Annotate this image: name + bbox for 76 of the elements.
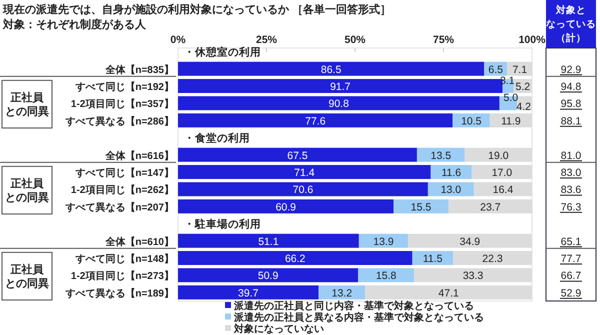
data-label: 71.4 bbox=[294, 167, 315, 179]
text: 88.1 bbox=[560, 115, 582, 128]
data-label: 11.6 bbox=[441, 167, 462, 179]
y-tick-label: すべて同じ【n=147】 bbox=[74, 167, 174, 179]
y-tick-label: すべて同じ【n=192】 bbox=[74, 81, 174, 93]
annotation: ・食堂の利用 bbox=[184, 132, 250, 145]
data-label: 17.0 bbox=[492, 167, 512, 179]
x-tick-label: 25% bbox=[256, 34, 278, 46]
data-label: 15.5 bbox=[410, 201, 432, 214]
data-label: 5.0 bbox=[504, 92, 518, 104]
data-label: 6.5 bbox=[488, 64, 504, 76]
data-label: 11.5 bbox=[422, 253, 443, 265]
x-tick-label: 50% bbox=[344, 34, 366, 46]
legend-label: 対象になっていない bbox=[233, 323, 324, 335]
y-tick-label: すべて異なる【n=207】 bbox=[64, 201, 174, 214]
data-label: 5.2 bbox=[515, 81, 530, 93]
data-label: 4.2 bbox=[516, 101, 532, 114]
text: 83.0 bbox=[560, 167, 582, 179]
text: 52.9 bbox=[560, 287, 582, 300]
text: 94.8 bbox=[560, 81, 582, 93]
data-label: 34.9 bbox=[460, 236, 480, 248]
data-label: 50.9 bbox=[258, 270, 278, 282]
text: 77.7 bbox=[560, 253, 582, 265]
data-label: 22.3 bbox=[482, 253, 503, 265]
y-tick-label: 1-2項目同じ【n=262】 bbox=[70, 184, 174, 196]
text: 正社員との同異 bbox=[5, 263, 49, 290]
text: 81.0 bbox=[560, 150, 582, 162]
annotation: ・休憩室の利用 bbox=[184, 46, 261, 59]
text: 83.6 bbox=[560, 184, 582, 196]
data-label: 39.7 bbox=[238, 287, 259, 300]
y-tick-label: 1-2項目同じ【n=273】 bbox=[70, 270, 174, 282]
data-label: 16.4 bbox=[492, 184, 514, 196]
data-label: 77.6 bbox=[305, 115, 326, 128]
y-tick-label: すべて同じ【n=148】 bbox=[74, 253, 174, 265]
data-label: 66.2 bbox=[284, 253, 306, 265]
text: 76.3 bbox=[560, 201, 582, 214]
y-tick-label: すべて異なる【n=189】 bbox=[64, 287, 174, 300]
legend-label: 派遣先の正社員と異なる内容・基準で対象となっている bbox=[233, 312, 484, 324]
data-label: 67.5 bbox=[287, 150, 308, 162]
data-label: 60.9 bbox=[276, 201, 296, 214]
data-label: 13.5 bbox=[430, 150, 452, 162]
text: 92.9 bbox=[560, 64, 582, 76]
text: 対象となっている（計） bbox=[546, 4, 596, 44]
data-label: 91.7 bbox=[330, 81, 351, 93]
data-label: 33.3 bbox=[462, 270, 484, 282]
text: 95.8 bbox=[560, 98, 582, 110]
text: 66.7 bbox=[560, 270, 582, 282]
data-label: 13.2 bbox=[332, 287, 352, 300]
data-label: 70.6 bbox=[292, 184, 314, 196]
data-label: 86.5 bbox=[320, 64, 342, 76]
y-tick-label: 全体【n=610】 bbox=[104, 236, 174, 248]
text: 正社員との同異 bbox=[5, 177, 49, 204]
data-label: 10.5 bbox=[461, 115, 482, 128]
data-label: 13.9 bbox=[373, 236, 394, 248]
data-label: 51.1 bbox=[258, 236, 279, 248]
data-label: 47.1 bbox=[438, 287, 460, 300]
data-label: 90.8 bbox=[328, 98, 350, 110]
x-tick-label: 100% bbox=[518, 34, 546, 46]
annotation: ・駐車場の利用 bbox=[184, 218, 261, 231]
y-tick-label: すべて異なる【n=286】 bbox=[64, 115, 174, 128]
text: 正社員との同異 bbox=[5, 91, 49, 118]
data-label: 15.8 bbox=[376, 270, 397, 282]
y-tick-label: 全体【n=835】 bbox=[104, 64, 174, 76]
data-label: 23.7 bbox=[480, 201, 501, 214]
x-tick-label: 75% bbox=[432, 34, 455, 46]
legend-label: 派遣先の正社員と同じ内容・基準で対象となっている bbox=[233, 300, 474, 312]
data-label: 19.0 bbox=[488, 150, 509, 162]
chart-title: 現在の派遣先では、自身が施設の利用対象になっているか ［各単一回答形式］ bbox=[2, 3, 392, 16]
data-label: 11.9 bbox=[501, 115, 521, 128]
y-tick-label: 全体【n=616】 bbox=[104, 150, 174, 162]
x-tick-label: 0% bbox=[170, 34, 186, 46]
text: 65.1 bbox=[560, 236, 582, 248]
y-tick-label: 1-2項目同じ【n=357】 bbox=[70, 98, 174, 110]
data-label: 7.1 bbox=[512, 64, 528, 76]
text: 対象：それぞれ制度がある人 bbox=[2, 18, 147, 31]
data-label: 13.0 bbox=[440, 184, 462, 196]
